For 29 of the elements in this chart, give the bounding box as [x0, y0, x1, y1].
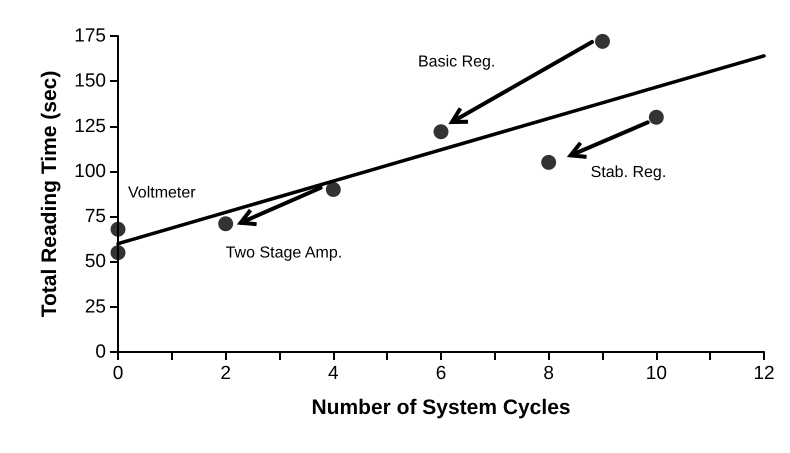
x-tick-label: 6: [436, 363, 446, 384]
x-tick-label: 0: [112, 363, 124, 384]
point: [218, 216, 234, 232]
x-axis-title: Number of System Cycles: [311, 396, 571, 419]
y-tick-label: 0: [95, 342, 106, 362]
point: [434, 124, 448, 140]
point: [541, 154, 556, 170]
x-tick-label: 12: [753, 363, 775, 384]
y-tick-label: 100: [74, 160, 106, 182]
annotation: Voltmeter: [128, 184, 196, 202]
annotation: Stab. Reg.: [590, 164, 666, 181]
y-tick-label: 75: [84, 206, 106, 228]
x-tick-label: 10: [646, 363, 667, 384]
y-tick-label: 50: [84, 251, 106, 272]
point: [110, 245, 126, 260]
y-tick-label: 125: [74, 116, 106, 137]
x-tick-label: 8: [543, 363, 554, 384]
point: [595, 34, 610, 49]
y-tick-label: 25: [84, 296, 106, 318]
y-tick-label: 150: [74, 70, 106, 92]
point: [648, 110, 664, 125]
y-axis-title: Total Reading Time (sec): [38, 70, 61, 318]
x-tick-label: 4: [328, 363, 340, 384]
y-tick-label: 175: [74, 26, 106, 46]
point: [110, 222, 126, 237]
point: [326, 182, 341, 197]
annotation: Basic Reg.: [418, 54, 496, 70]
annotation: Two Stage Amp.: [226, 244, 342, 262]
x-tick-label: 2: [220, 363, 231, 384]
